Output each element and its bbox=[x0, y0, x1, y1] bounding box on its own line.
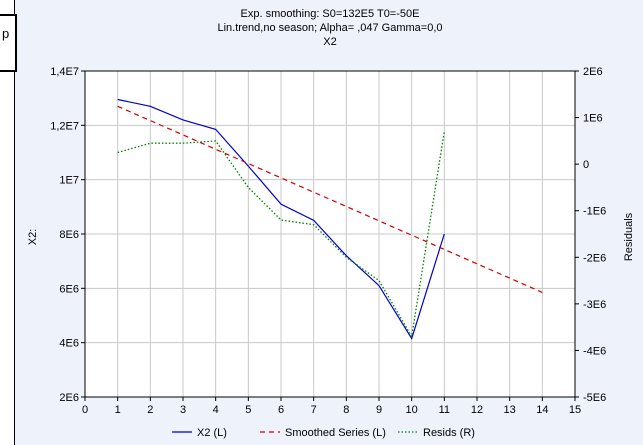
x-tick-label: 15 bbox=[569, 404, 581, 416]
x-tick-label: 13 bbox=[504, 404, 516, 416]
left-panel bbox=[0, 0, 15, 445]
chart-title-line: Exp. smoothing: S0=132E5 T0=-50E bbox=[241, 8, 420, 20]
x-tick-label: 0 bbox=[82, 404, 88, 416]
y-right-tick-label: -4E6 bbox=[583, 345, 606, 357]
x-tick-label: 8 bbox=[343, 404, 349, 416]
x-tick-label: 1 bbox=[115, 404, 121, 416]
y-right-tick-label: 1E6 bbox=[583, 113, 603, 125]
y-left-tick-label: 1,2E7 bbox=[50, 120, 79, 132]
y-axis-label-left: X2: bbox=[27, 229, 39, 246]
y-left-tick-label: 1E7 bbox=[59, 175, 79, 187]
x-tick-label: 11 bbox=[439, 404, 450, 416]
legend-label-2: Resids (R) bbox=[423, 427, 475, 439]
left-box-text: p bbox=[2, 26, 10, 41]
legend-label-0: X2 (L) bbox=[197, 427, 227, 439]
x-tick-label: 4 bbox=[213, 404, 219, 416]
x-tick-label: 6 bbox=[278, 404, 284, 416]
x-tick-label: 5 bbox=[245, 404, 251, 416]
y-left-tick-label: 2E6 bbox=[59, 392, 79, 404]
y-right-tick-label: -2E6 bbox=[583, 252, 606, 264]
y-right-tick-label: -3E6 bbox=[583, 299, 606, 311]
y-right-tick-label: 2E6 bbox=[583, 66, 603, 78]
legend-label-1: Smoothed Series (L) bbox=[285, 427, 386, 439]
x-tick-label: 9 bbox=[376, 404, 382, 416]
x-tick-label: 14 bbox=[536, 404, 548, 416]
series-line-0 bbox=[117, 98, 445, 341]
axis-ticks: 0 1 2 3 4 5 6 7 8 9 10 11 12 13 14 152E64E66E68E61E71,2… bbox=[50, 66, 606, 416]
y-right-tick-label: -5E6 bbox=[583, 392, 606, 404]
y-axis-label-right: Residuals bbox=[623, 212, 635, 261]
y-left-tick-label: 1,4E7 bbox=[50, 66, 79, 78]
x-tick-label: 3 bbox=[180, 404, 186, 416]
y-right-tick-label: 0 bbox=[583, 159, 589, 171]
y-left-tick-label: 4E6 bbox=[59, 338, 79, 350]
y-right-tick-label: -1E6 bbox=[583, 206, 606, 218]
x-tick-label: 10 bbox=[406, 404, 418, 416]
x-tick-label: 7 bbox=[311, 404, 317, 416]
y-left-tick-label: 8E6 bbox=[59, 229, 79, 241]
chart-title-line: X2 bbox=[323, 36, 336, 48]
series-line-2 bbox=[117, 131, 445, 339]
x-tick-label: 2 bbox=[147, 404, 153, 416]
left-side-box: p bbox=[0, 14, 17, 72]
x-tick-label: 12 bbox=[471, 404, 483, 416]
legend: X2 (L) Smoothed Series (L) Resids (R) bbox=[172, 427, 475, 439]
y-left-tick-label: 6E6 bbox=[59, 283, 79, 295]
chart-title: Exp. smoothing: S0=132E5 T0=-50E Lin.tren… bbox=[217, 8, 442, 48]
series-lines bbox=[117, 98, 543, 341]
chart-title-line: Lin.trend,no season; Alpha= ,047 Gamma=0… bbox=[217, 22, 442, 34]
grid bbox=[85, 71, 575, 397]
